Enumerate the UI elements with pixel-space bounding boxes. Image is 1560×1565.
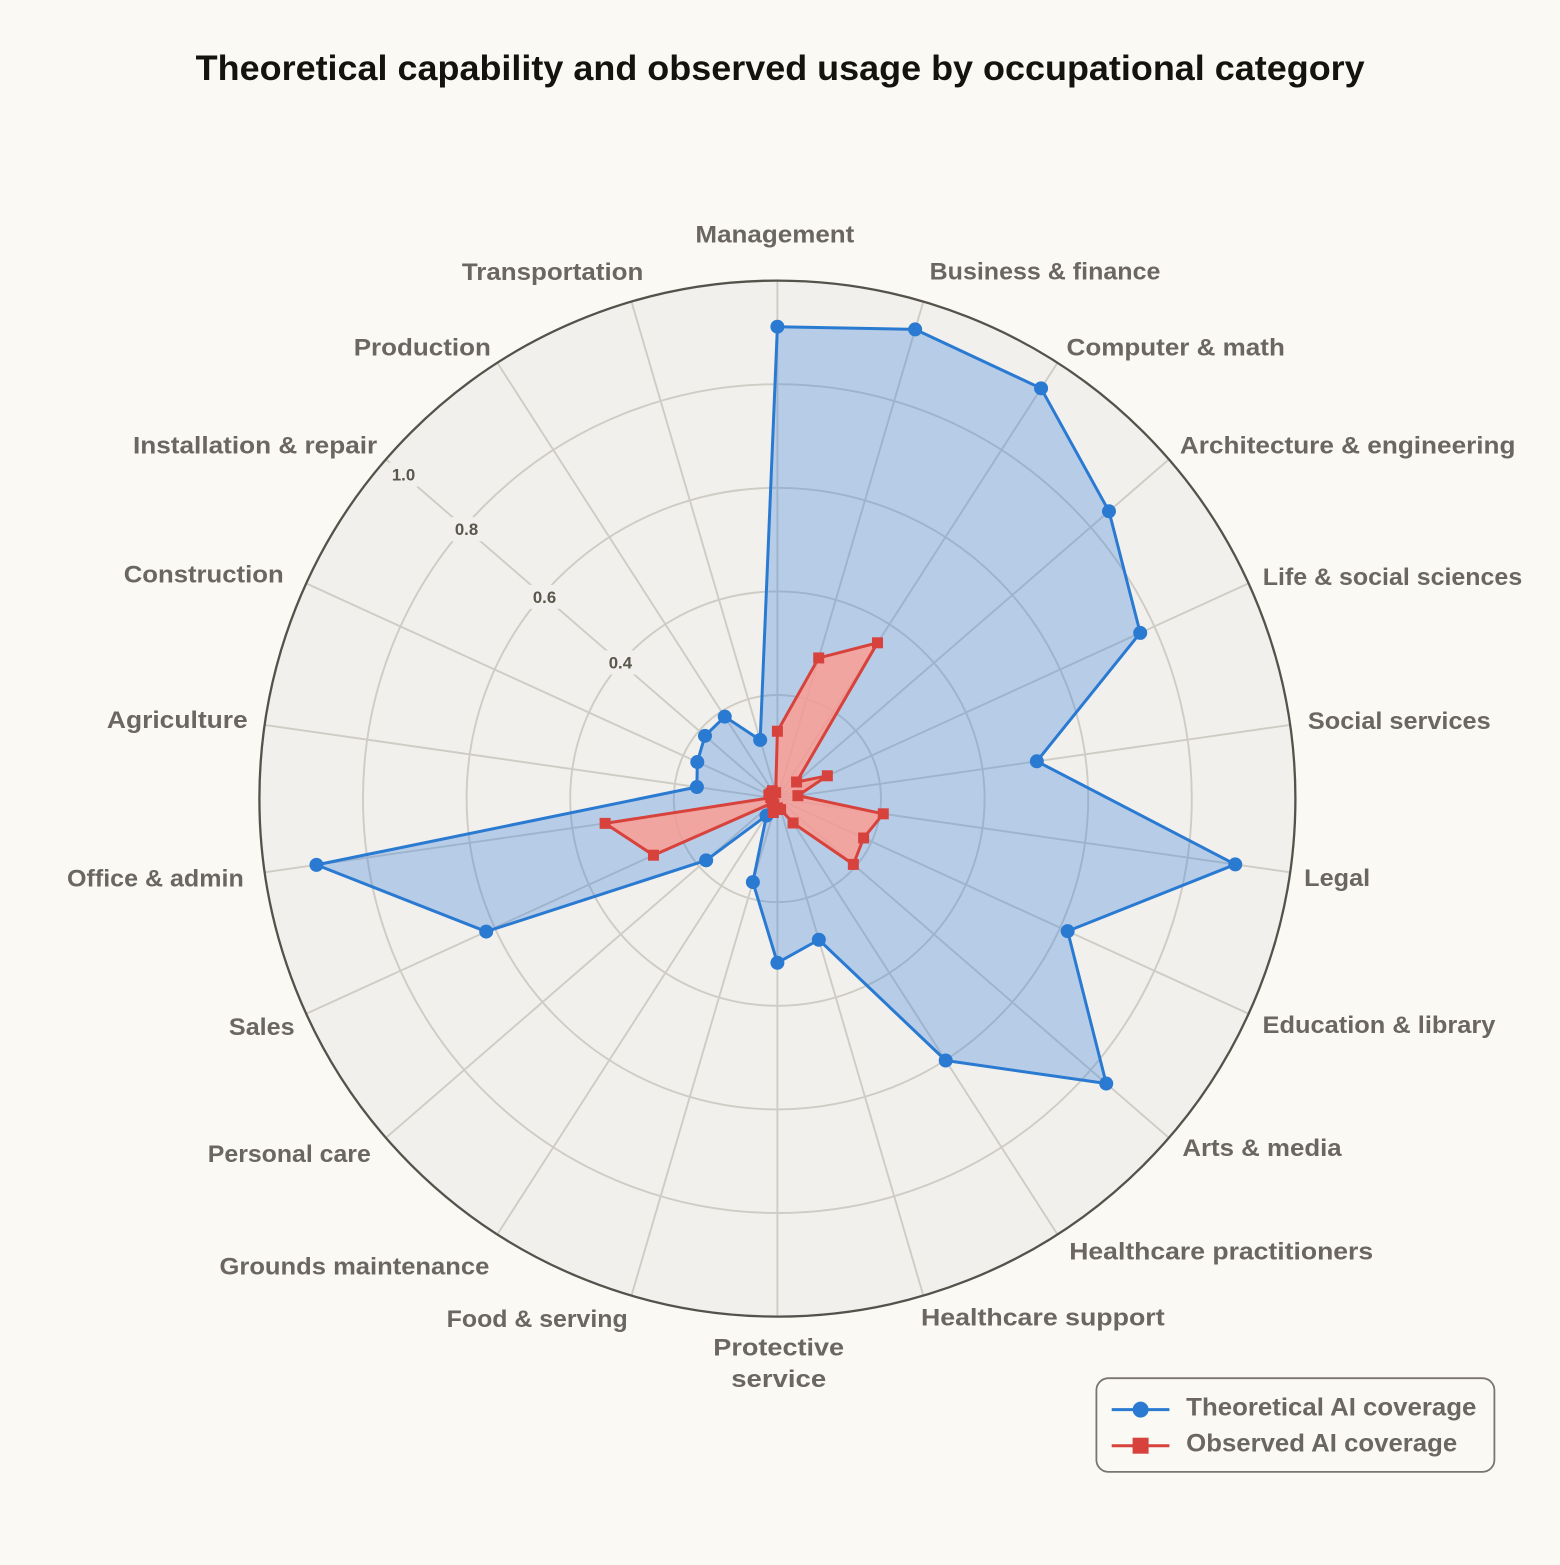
- svg-text:1.0: 1.0: [392, 466, 415, 485]
- svg-text:0.6: 0.6: [533, 588, 556, 607]
- svg-text:Legal: Legal: [1304, 865, 1370, 892]
- svg-text:Management: Management: [695, 222, 854, 249]
- svg-text:Grounds maintenance: Grounds maintenance: [220, 1253, 490, 1280]
- svg-text:Theoretical capability and obs: Theoretical capability and observed usag…: [196, 48, 1365, 88]
- svg-text:Agriculture: Agriculture: [107, 707, 248, 734]
- svg-text:Construction: Construction: [124, 561, 284, 588]
- svg-text:0.4: 0.4: [609, 654, 633, 673]
- svg-text:Healthcare support: Healthcare support: [921, 1305, 1165, 1332]
- svg-text:Production: Production: [354, 335, 491, 362]
- svg-text:service: service: [731, 1366, 826, 1393]
- svg-text:Theoretical AI coverage: Theoretical AI coverage: [1186, 1394, 1476, 1422]
- svg-text:Architecture & engineering: Architecture & engineering: [1180, 433, 1516, 460]
- svg-text:Business & finance: Business & finance: [930, 259, 1161, 286]
- svg-text:Social services: Social services: [1308, 708, 1491, 735]
- svg-text:Life & social sciences: Life & social sciences: [1263, 564, 1522, 591]
- svg-text:Education & library: Education & library: [1263, 1012, 1496, 1039]
- svg-text:Installation & repair: Installation & repair: [133, 433, 378, 460]
- svg-text:Personal care: Personal care: [208, 1141, 371, 1168]
- svg-text:Arts & media: Arts & media: [1182, 1135, 1342, 1162]
- svg-text:Transportation: Transportation: [462, 259, 644, 286]
- svg-text:Protective: Protective: [713, 1334, 844, 1361]
- svg-text:Healthcare practitioners: Healthcare practitioners: [1069, 1239, 1373, 1266]
- svg-text:Computer & math: Computer & math: [1067, 335, 1285, 362]
- svg-text:0.8: 0.8: [455, 520, 478, 539]
- svg-text:Food & serving: Food & serving: [447, 1306, 628, 1333]
- svg-text:Sales: Sales: [229, 1014, 295, 1041]
- svg-text:Observed AI coverage: Observed AI coverage: [1186, 1430, 1457, 1458]
- svg-text:Office & admin: Office & admin: [67, 865, 244, 892]
